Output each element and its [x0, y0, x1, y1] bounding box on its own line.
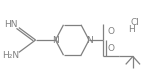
Text: O: O [107, 44, 114, 53]
Text: N: N [52, 36, 59, 44]
Text: H: H [128, 25, 135, 34]
Text: N: N [86, 36, 92, 44]
Text: H₂N: H₂N [2, 51, 19, 60]
Text: HN: HN [4, 20, 18, 29]
Text: O: O [107, 27, 114, 36]
Text: Cl: Cl [131, 18, 140, 27]
